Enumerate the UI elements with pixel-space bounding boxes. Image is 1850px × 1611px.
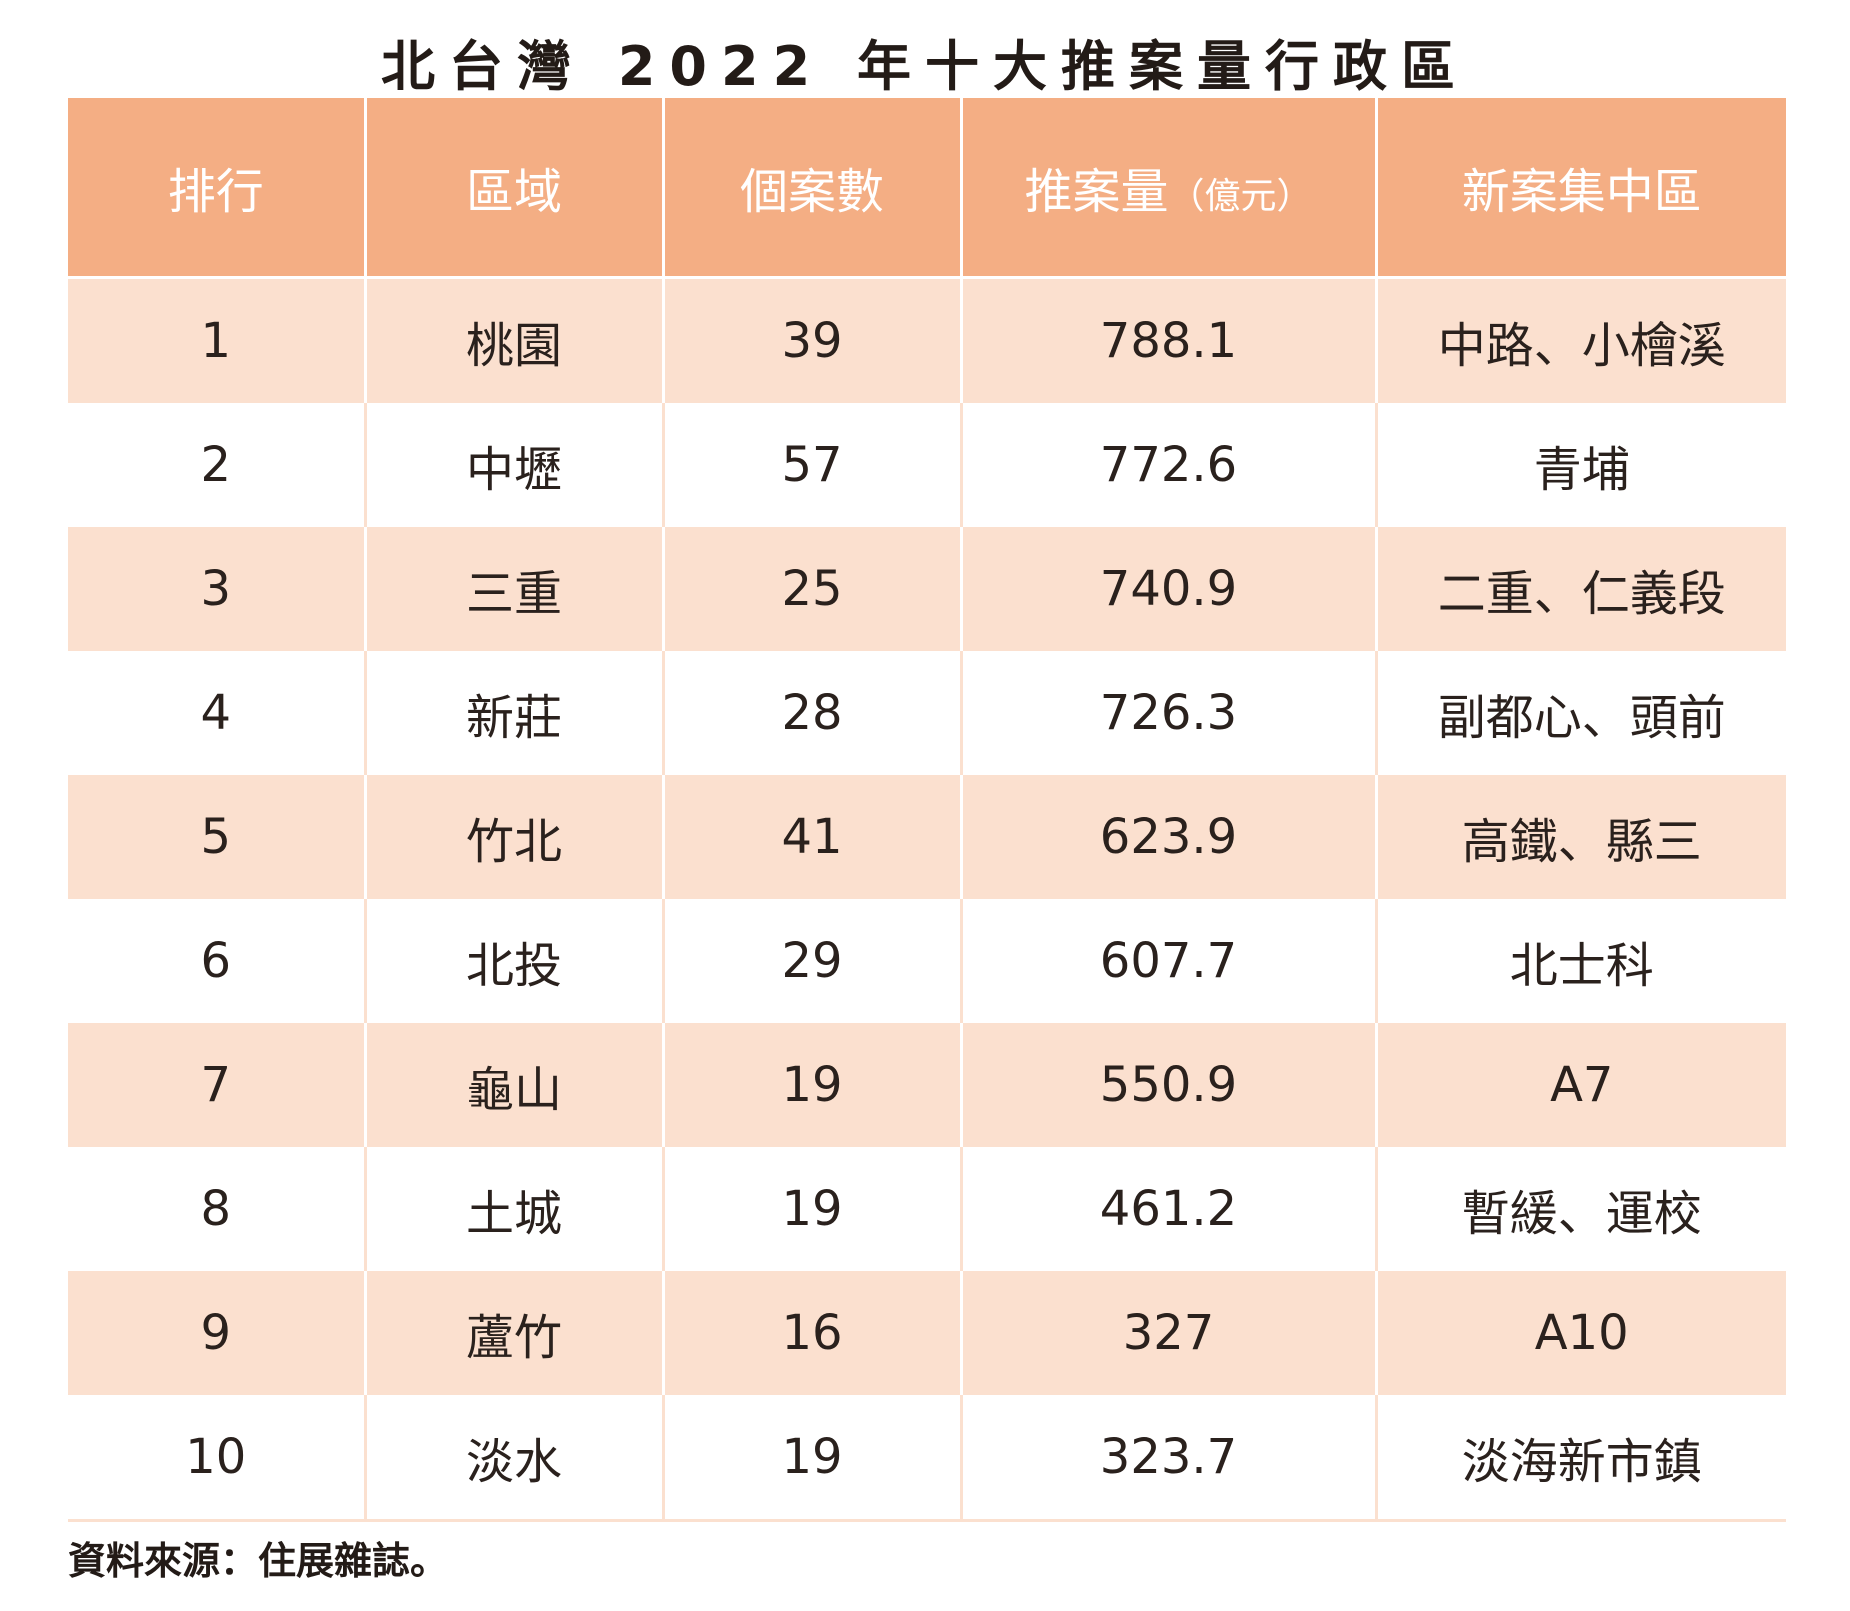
project-count-cell: 57 bbox=[661, 403, 961, 527]
project-count-cell: 19 bbox=[661, 1147, 961, 1271]
column-header-volume-unit: （億元） bbox=[1168, 176, 1313, 217]
volume-cell: 607.7 bbox=[959, 899, 1376, 1023]
district-cell: 龜山 bbox=[363, 1023, 663, 1147]
rank-cell: 9 bbox=[68, 1271, 365, 1395]
rank-cell: 1 bbox=[68, 277, 365, 403]
source-note: 資料來源：住展雜誌。 bbox=[68, 1539, 449, 1583]
volume-cell: 623.9 bbox=[959, 775, 1376, 899]
new-project-area-cell: 副都心、頭前 bbox=[1374, 651, 1786, 775]
table-row: 4 新莊 28 726.3 副都心、頭前 bbox=[68, 651, 1786, 775]
volume-cell: 327 bbox=[959, 1271, 1376, 1395]
rank-cell: 10 bbox=[68, 1395, 365, 1522]
project-count-cell: 25 bbox=[661, 527, 961, 651]
new-project-area-cell: 高鐵、縣三 bbox=[1374, 775, 1786, 899]
rank-cell: 6 bbox=[68, 899, 365, 1023]
column-header-district: 區域 bbox=[363, 98, 663, 279]
table-row: 8 土城 19 461.2 暫緩、運校 bbox=[68, 1147, 1786, 1271]
new-project-area-cell: A7 bbox=[1374, 1023, 1786, 1147]
district-cell: 新莊 bbox=[363, 651, 663, 775]
district-cell: 淡水 bbox=[363, 1395, 663, 1522]
table-row: 6 北投 29 607.7 北士科 bbox=[68, 899, 1786, 1023]
district-cell: 竹北 bbox=[363, 775, 663, 899]
ranking-table: 排行 區域 個案數 推案量（億元） 新案集中區 1 桃園 39 788.1 中路、小檜溪… bbox=[68, 98, 1786, 1522]
volume-cell: 550.9 bbox=[959, 1023, 1376, 1147]
volume-cell: 788.1 bbox=[959, 277, 1376, 403]
project-count-cell: 39 bbox=[661, 277, 961, 403]
column-header-project-count: 個案數 bbox=[661, 98, 961, 279]
table-row: 2 中壢 57 772.6 青埔 bbox=[68, 403, 1786, 527]
rank-cell: 7 bbox=[68, 1023, 365, 1147]
new-project-area-cell: 北士科 bbox=[1374, 899, 1786, 1023]
rank-cell: 3 bbox=[68, 527, 365, 651]
district-cell: 蘆竹 bbox=[363, 1271, 663, 1395]
volume-cell: 772.6 bbox=[959, 403, 1376, 527]
column-header-volume: 推案量（億元） bbox=[959, 98, 1376, 279]
new-project-area-cell: A10 bbox=[1374, 1271, 1786, 1395]
project-count-cell: 28 bbox=[661, 651, 961, 775]
district-cell: 土城 bbox=[363, 1147, 663, 1271]
project-count-cell: 41 bbox=[661, 775, 961, 899]
column-header-volume-label: 推案量 bbox=[1024, 164, 1169, 220]
volume-cell: 461.2 bbox=[959, 1147, 1376, 1271]
table-row: 3 三重 25 740.9 二重、仁義段 bbox=[68, 527, 1786, 651]
new-project-area-cell: 暫緩、運校 bbox=[1374, 1147, 1786, 1271]
new-project-area-cell: 青埔 bbox=[1374, 403, 1786, 527]
rank-cell: 5 bbox=[68, 775, 365, 899]
rank-cell: 2 bbox=[68, 403, 365, 527]
project-count-cell: 19 bbox=[661, 1023, 961, 1147]
table-body: 1 桃園 39 788.1 中路、小檜溪 2 中壢 57 772.6 青埔 3 三重 25 740.9 二重… bbox=[68, 277, 1786, 1522]
table-row: 9 蘆竹 16 327 A10 bbox=[68, 1271, 1786, 1395]
table-row: 7 龜山 19 550.9 A7 bbox=[68, 1023, 1786, 1147]
project-count-cell: 29 bbox=[661, 899, 961, 1023]
volume-cell: 323.7 bbox=[959, 1395, 1376, 1522]
table-row: 1 桃園 39 788.1 中路、小檜溪 bbox=[68, 277, 1786, 403]
header-row: 排行 區域 個案數 推案量（億元） 新案集中區 bbox=[68, 98, 1786, 279]
district-cell: 中壢 bbox=[363, 403, 663, 527]
new-project-area-cell: 淡海新市鎮 bbox=[1374, 1395, 1786, 1522]
district-cell: 三重 bbox=[363, 527, 663, 651]
table-row: 5 竹北 41 623.9 高鐵、縣三 bbox=[68, 775, 1786, 899]
project-count-cell: 19 bbox=[661, 1395, 961, 1522]
table-row: 10 淡水 19 323.7 淡海新市鎮 bbox=[68, 1395, 1786, 1522]
volume-cell: 726.3 bbox=[959, 651, 1376, 775]
new-project-area-cell: 二重、仁義段 bbox=[1374, 527, 1786, 651]
table-title: 北台灣 2022 年十大推案量行政區 bbox=[381, 35, 1469, 98]
district-cell: 桃園 bbox=[363, 277, 663, 403]
rank-cell: 4 bbox=[68, 651, 365, 775]
volume-cell: 740.9 bbox=[959, 527, 1376, 651]
new-project-area-cell: 中路、小檜溪 bbox=[1374, 277, 1786, 403]
project-count-cell: 16 bbox=[661, 1271, 961, 1395]
district-cell: 北投 bbox=[363, 899, 663, 1023]
rank-cell: 8 bbox=[68, 1147, 365, 1271]
column-header-rank: 排行 bbox=[68, 98, 365, 279]
column-header-new-project-area: 新案集中區 bbox=[1374, 98, 1786, 279]
